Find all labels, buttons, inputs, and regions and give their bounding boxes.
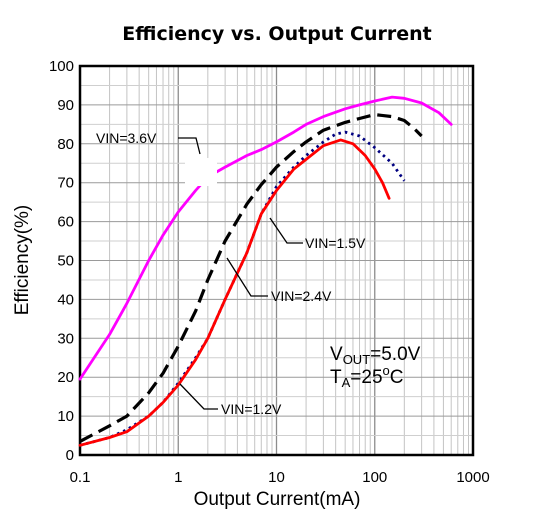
label-vin-2-4v: VIN=2.4V — [271, 288, 332, 304]
label-vin-1-2v: VIN=1.2V — [221, 401, 282, 417]
series-lines — [78, 95, 453, 447]
y-tick-label: 60 — [57, 214, 74, 231]
y-tick-label: 100 — [49, 58, 74, 75]
y-tick-label: 20 — [57, 369, 74, 386]
y-tick-label: 80 — [57, 136, 74, 153]
y-tick-label: 70 — [57, 175, 74, 192]
leader-vin-3-6v — [178, 137, 201, 155]
x-tick-label: 1000 — [456, 469, 489, 486]
x-tick-label: 10 — [268, 469, 285, 486]
series-vin-1-5v — [79, 130, 406, 447]
series-vin-3-6v — [78, 95, 453, 381]
leader-vin-1-5v — [269, 217, 303, 244]
y-tick-label: 40 — [57, 291, 74, 308]
y-tick-label: 50 — [57, 253, 74, 270]
grid — [80, 66, 473, 455]
x-axis-label: Output Current(mA) — [194, 489, 361, 510]
y-tick-label: 10 — [57, 408, 74, 425]
label-vin-3-6v: VIN=3.6V — [96, 130, 157, 146]
leader-vin-2-4v — [226, 257, 268, 297]
annotation-leaders — [178, 137, 303, 410]
annotation-label-background — [185, 158, 217, 186]
plot-frame — [78, 64, 475, 457]
y-tick-label: 90 — [57, 97, 74, 114]
label-vin-1-5v: VIN=1.5V — [305, 235, 366, 251]
x-tick-label: 0.1 — [70, 469, 91, 486]
x-tick-label: 1 — [174, 469, 182, 486]
y-axis-label: Efficiency(%) — [12, 205, 33, 316]
tick-labels: 0.1 1 10 100 1000 0 10 20 30 40 50 60 70 80 90 100 — [49, 58, 490, 486]
vout-condition: VOUT=5.0V — [330, 344, 421, 367]
series-vin-2-4v — [79, 112, 423, 443]
leader-vin-1-2v — [179, 383, 218, 410]
x-tick-label: 100 — [362, 469, 387, 486]
chart-title: Efficiency vs. Output Current — [122, 23, 431, 45]
y-tick-label: 0 — [66, 447, 74, 464]
series-vin-1-2v — [78, 138, 391, 447]
ta-condition: TA=25oC — [330, 363, 403, 390]
y-tick-label: 30 — [57, 330, 74, 347]
